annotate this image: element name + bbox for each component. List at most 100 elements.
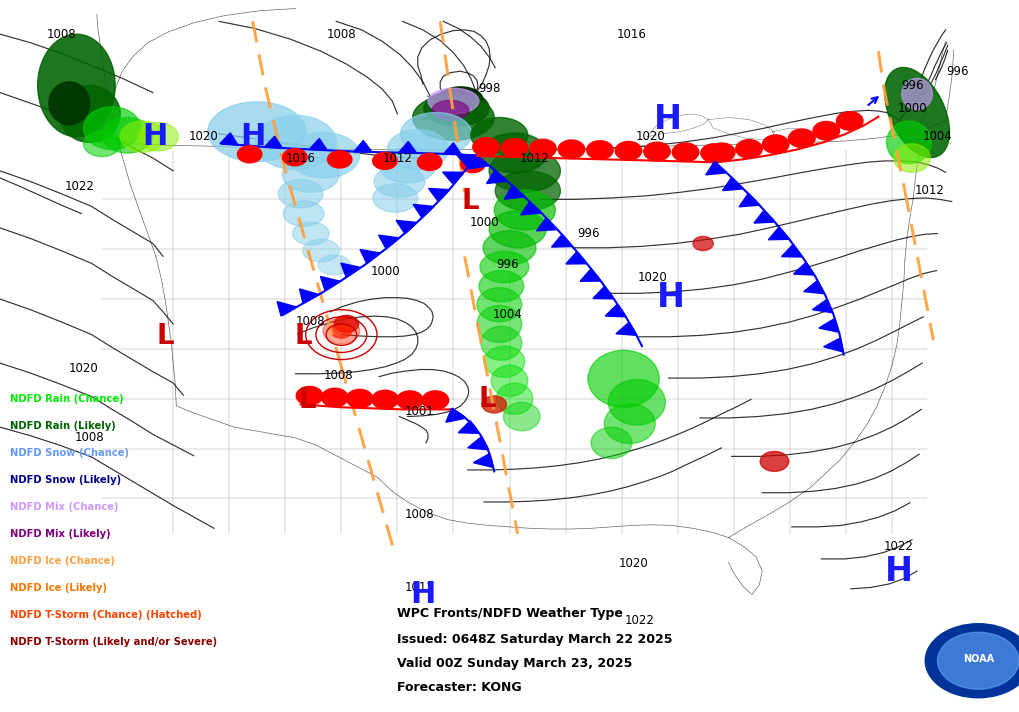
Polygon shape: [768, 227, 790, 240]
Ellipse shape: [588, 350, 659, 407]
Ellipse shape: [84, 131, 120, 157]
Ellipse shape: [495, 171, 560, 211]
Circle shape: [501, 139, 528, 157]
Polygon shape: [615, 323, 637, 335]
Text: 1008: 1008: [296, 315, 326, 328]
Ellipse shape: [503, 402, 540, 431]
Ellipse shape: [374, 166, 425, 197]
Ellipse shape: [604, 404, 655, 444]
Circle shape: [530, 140, 556, 158]
Text: 1012: 1012: [914, 184, 945, 197]
Text: 1022: 1022: [625, 614, 655, 627]
Polygon shape: [443, 143, 462, 155]
Text: 1000: 1000: [469, 216, 499, 229]
Ellipse shape: [102, 117, 153, 153]
Polygon shape: [566, 251, 587, 264]
Circle shape: [587, 141, 613, 159]
Text: 1004: 1004: [492, 308, 523, 321]
Ellipse shape: [477, 305, 522, 342]
Ellipse shape: [489, 211, 546, 248]
Ellipse shape: [84, 107, 141, 150]
Ellipse shape: [334, 315, 359, 333]
Polygon shape: [265, 136, 282, 148]
Ellipse shape: [760, 451, 789, 471]
Ellipse shape: [894, 144, 930, 172]
Text: 1001: 1001: [405, 405, 435, 418]
Polygon shape: [396, 221, 417, 234]
Polygon shape: [754, 210, 774, 223]
Polygon shape: [379, 235, 399, 248]
Ellipse shape: [318, 255, 351, 275]
Ellipse shape: [471, 117, 528, 153]
Text: NDFD T-Storm (Chance) (Hatched): NDFD T-Storm (Chance) (Hatched): [10, 610, 202, 620]
Circle shape: [615, 142, 642, 160]
Polygon shape: [823, 338, 843, 352]
Text: NDFD Snow (Likely): NDFD Snow (Likely): [10, 475, 121, 485]
Text: L: L: [462, 187, 480, 215]
Ellipse shape: [479, 271, 524, 302]
Ellipse shape: [373, 184, 418, 212]
Polygon shape: [804, 281, 824, 294]
Ellipse shape: [438, 87, 483, 112]
Polygon shape: [442, 172, 464, 184]
Circle shape: [373, 152, 397, 169]
Circle shape: [701, 144, 728, 162]
Ellipse shape: [138, 122, 178, 151]
Polygon shape: [521, 201, 541, 215]
Ellipse shape: [38, 34, 115, 137]
Polygon shape: [474, 454, 493, 467]
Text: 1008: 1008: [46, 28, 76, 41]
Polygon shape: [487, 170, 507, 184]
Ellipse shape: [323, 318, 360, 344]
Ellipse shape: [432, 100, 469, 120]
Text: NDFD T-Storm (Likely and/or Severe): NDFD T-Storm (Likely and/or Severe): [10, 637, 217, 647]
Polygon shape: [277, 302, 297, 316]
Circle shape: [762, 135, 789, 154]
Polygon shape: [446, 408, 466, 422]
Ellipse shape: [902, 78, 932, 110]
Polygon shape: [812, 299, 833, 313]
Circle shape: [282, 149, 307, 166]
Circle shape: [789, 129, 815, 147]
Ellipse shape: [288, 132, 360, 178]
Polygon shape: [320, 276, 340, 290]
Text: 1020: 1020: [189, 130, 219, 143]
Polygon shape: [360, 249, 380, 263]
Circle shape: [327, 151, 352, 168]
Ellipse shape: [303, 239, 339, 262]
Ellipse shape: [331, 324, 352, 338]
Text: 1020: 1020: [635, 130, 665, 143]
Circle shape: [372, 390, 398, 409]
Circle shape: [346, 389, 373, 408]
Polygon shape: [469, 155, 489, 169]
Ellipse shape: [496, 383, 533, 414]
Circle shape: [736, 140, 762, 158]
Polygon shape: [354, 140, 372, 152]
Circle shape: [708, 143, 735, 162]
Text: Valid 00Z Sunday March 23, 2025: Valid 00Z Sunday March 23, 2025: [397, 657, 633, 670]
Ellipse shape: [481, 326, 522, 360]
Circle shape: [237, 146, 262, 163]
Circle shape: [473, 137, 499, 156]
Text: L: L: [294, 322, 313, 350]
Text: 1008: 1008: [326, 28, 357, 41]
Text: NDFD Rain (Likely): NDFD Rain (Likely): [10, 421, 116, 431]
Text: 996: 996: [901, 79, 923, 92]
Circle shape: [322, 388, 348, 407]
Polygon shape: [537, 218, 557, 231]
Ellipse shape: [482, 396, 506, 413]
Polygon shape: [794, 262, 814, 275]
Ellipse shape: [120, 121, 165, 152]
Ellipse shape: [208, 102, 306, 162]
Text: 1008: 1008: [74, 431, 105, 444]
Text: 998: 998: [478, 83, 500, 95]
Text: WPC Fronts/NDFD Weather Type: WPC Fronts/NDFD Weather Type: [397, 607, 624, 620]
Polygon shape: [819, 318, 839, 333]
Ellipse shape: [887, 121, 931, 164]
Text: Forecaster: KONG: Forecaster: KONG: [397, 681, 522, 694]
Polygon shape: [782, 244, 802, 257]
Ellipse shape: [413, 95, 494, 140]
Polygon shape: [220, 133, 237, 145]
Circle shape: [418, 153, 442, 170]
Ellipse shape: [693, 236, 713, 251]
